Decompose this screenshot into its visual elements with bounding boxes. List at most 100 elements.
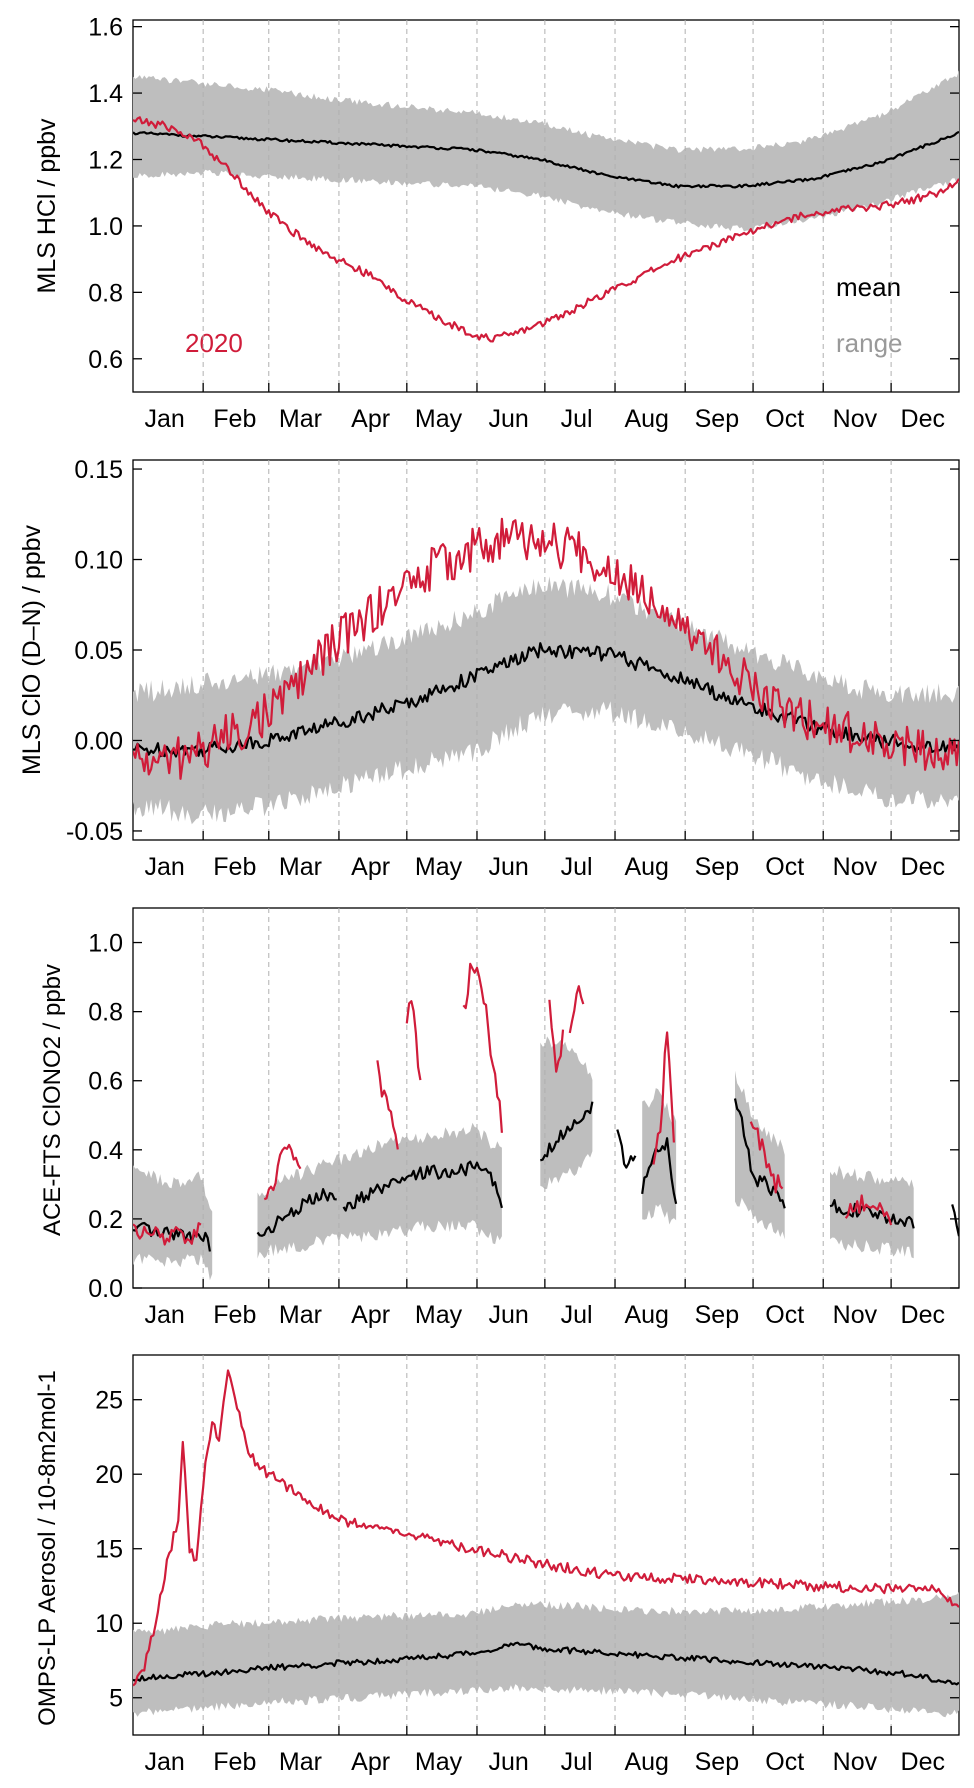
y-axis-label: OMPS-LP Aerosol / 10-8m2mol-1 [34, 1370, 61, 1726]
x-tick-label: Jan [145, 1748, 185, 1776]
x-tick-label: Feb [213, 853, 256, 881]
x-tick-label: Apr [351, 1748, 390, 1776]
range-band [133, 1592, 959, 1718]
mean-line [951, 1204, 959, 1237]
x-tick-label: Nov [833, 1301, 878, 1329]
range-band [133, 70, 959, 232]
y-tick-label: 0.6 [88, 346, 123, 374]
y-tick-label: 1.6 [88, 14, 123, 42]
x-tick-label: Jun [489, 1748, 529, 1776]
plot-clo: -0.05 0.00 0.05 0.10 0.15 Jan Feb Mar Apr May Jun J… [66, 456, 959, 881]
mean-line [133, 642, 959, 758]
x-tick-label: Nov [833, 853, 878, 881]
x-tick-label: Sep [695, 1301, 739, 1329]
x-tick-label: May [415, 853, 463, 881]
panel-aerosol: OMPS-LP Aerosol / 10-8m2mol-1 [34, 1354, 960, 1736]
series-2020-line [133, 116, 959, 343]
y-tick-label: 0.4 [88, 1137, 123, 1165]
plot-area [133, 460, 959, 840]
plot-aerosol: 5 10 15 20 25 Jan Feb Mar Apr May Jun Jul Aug Sep Oct N… [95, 1355, 959, 1776]
y-tick-label: 0.05 [74, 637, 123, 665]
x-tick-label: Dec [901, 405, 945, 433]
x-tick-label: May [415, 1301, 463, 1329]
series-2020-line [405, 1000, 422, 1081]
y-tick-label: -0.05 [66, 818, 123, 846]
mean-line [616, 1129, 637, 1169]
panel-hcl: MLS HCl / ppbv 2020 mean range [33, 19, 960, 393]
y-tick-label: 1.0 [88, 930, 123, 958]
x-tick-label: Jan [145, 1301, 185, 1329]
mean-line [256, 1187, 337, 1237]
y-tick-label: 1.4 [88, 80, 123, 108]
x-tick-label: Feb [213, 405, 256, 433]
legend-range-label: range [836, 328, 903, 358]
y-tick-label: 20 [95, 1461, 123, 1489]
x-tick-label: Jan [145, 405, 185, 433]
x-tick-label: Apr [351, 853, 390, 881]
x-tick-label: Dec [901, 853, 945, 881]
range-band [642, 1088, 677, 1225]
series-2020-line [749, 1121, 784, 1194]
plot-area [133, 1355, 959, 1735]
plot-clono2: 0.0 0.2 0.4 0.6 0.8 1.0 Jan Feb Mar Apr May Jun Jul A… [88, 908, 959, 1329]
plot-area [133, 20, 959, 392]
series-2020-line [844, 1194, 893, 1226]
y-tick-label: 0.15 [74, 456, 123, 484]
y-tick-label: 25 [95, 1387, 123, 1415]
panel-frame [132, 907, 960, 1289]
y-axis-label: MLS HCl / ppbv [33, 118, 61, 294]
x-tick-label: Jun [489, 1301, 529, 1329]
x-tick-label: Dec [901, 1301, 945, 1329]
x-tick-label: Jul [561, 405, 593, 433]
mean-line [133, 130, 959, 189]
y-tick-label: 0.00 [74, 727, 123, 755]
x-tick-label: Nov [833, 1748, 878, 1776]
series-2020-line [568, 985, 585, 1034]
series-2020-line [133, 517, 959, 780]
x-tick-label: Aug [624, 853, 668, 881]
panel-clono2: ACE-FTS ClONO2 / ppbv [39, 907, 960, 1289]
y-tick-label: 10 [95, 1610, 123, 1638]
x-tick-label: Sep [695, 1748, 739, 1776]
y-tick-label: 0.8 [88, 999, 123, 1027]
y-tick-label: 1.0 [88, 213, 123, 241]
series-2020-line [652, 1031, 675, 1165]
plot-area [133, 908, 959, 1288]
y-tick-label: 0.0 [88, 1275, 123, 1303]
y-tick-label: 0.6 [88, 1068, 123, 1096]
x-tick-label: Mar [279, 1301, 322, 1329]
x-tick-label: Feb [213, 1748, 256, 1776]
mean-line [829, 1199, 915, 1229]
x-tick-label: Jul [561, 1748, 593, 1776]
x-tick-label: Nov [833, 405, 878, 433]
x-tick-label: Apr [351, 1301, 390, 1329]
x-tick-label: Apr [351, 405, 390, 433]
x-tick-label: Aug [624, 1301, 668, 1329]
x-tick-label: Jul [561, 853, 593, 881]
plot-hcl: 0.6 0.8 1.0 1.2 1.4 1.6 Jan Feb Mar Apr May Jun Jul A… [88, 14, 959, 433]
y-tick-label: 1.2 [88, 147, 123, 175]
panel-frame [132, 1354, 960, 1736]
y-tick-label: 15 [95, 1536, 123, 1564]
x-tick-label: Mar [279, 405, 322, 433]
series-2020-line [462, 962, 503, 1133]
x-tick-label: Oct [765, 853, 804, 881]
x-tick-label: Mar [279, 1748, 322, 1776]
x-tick-label: Dec [901, 1748, 945, 1776]
x-tick-label: Sep [695, 405, 739, 433]
legend-year-label: 2020 [185, 328, 243, 358]
mean-line [540, 1101, 594, 1162]
panel-frame [132, 19, 960, 393]
x-tick-label: Feb [213, 1301, 256, 1329]
x-tick-label: Oct [765, 1301, 804, 1329]
x-tick-label: Oct [765, 1748, 804, 1776]
mean-line [641, 1137, 678, 1205]
x-tick-label: May [415, 1748, 463, 1776]
series-2020-line [263, 1143, 302, 1201]
series-2020-line [548, 999, 565, 1073]
y-axis-label: ACE-FTS ClONO2 / ppbv [39, 964, 66, 1236]
series-2020-line [133, 1222, 202, 1246]
range-band [735, 1070, 785, 1240]
y-axis-label: MLS ClO (D–N) / ppbv [18, 524, 46, 775]
